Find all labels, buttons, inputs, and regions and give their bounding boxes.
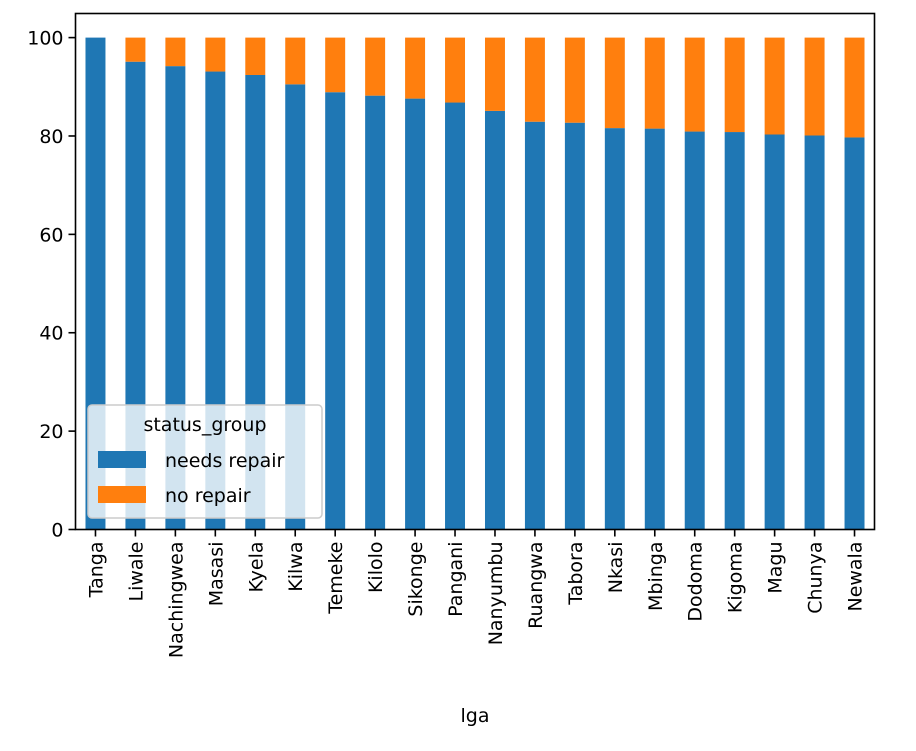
x-tick-label: Pangani [445, 542, 467, 617]
bar-needs-repair-nanyumbu [484, 110, 505, 530]
bar-no-repair-chunya [804, 37, 825, 136]
legend-label-no-repair: no repair [165, 485, 251, 507]
legend-title: status_group [143, 414, 266, 436]
bar-needs-repair-temeke [325, 92, 346, 530]
x-tick-label: Nachingwea [165, 542, 187, 659]
y-tick-label: 80 [39, 126, 63, 148]
x-tick-label: Chunya [805, 542, 827, 614]
bar-no-repair-masasi [205, 37, 226, 72]
y-axis: 0 20 40 60 80 100 [27, 28, 76, 542]
bar-no-repair-temeke [325, 37, 346, 93]
bar-needs-repair-chunya [804, 135, 825, 530]
legend-swatch-needs-repair [98, 451, 146, 468]
plot-frame [74, 12, 876, 531]
bar-no-repair-nanyumbu [484, 37, 505, 111]
bar-needs-repair-tabora [564, 122, 585, 530]
bar-no-repair-ruangwa [524, 37, 545, 122]
x-tick-label: Tanga [85, 542, 107, 599]
bar-no-repair-tabora [564, 37, 585, 123]
x-tick-label: Dodoma [685, 542, 707, 622]
bar-no-repair-sikonge [405, 37, 426, 99]
x-tick-label: Temeke [325, 542, 347, 615]
bar-no-repair-kigoma [724, 37, 745, 133]
x-tick-label: Nkasi [605, 542, 627, 594]
y-tick-label: 20 [39, 421, 63, 443]
bar-needs-repair-mbinga [644, 128, 665, 530]
y-tick-label: 60 [39, 224, 63, 246]
x-tick-label: Kilwa [285, 542, 307, 592]
x-tick-label: Masasi [205, 542, 227, 607]
bar-needs-repair-kilolo [365, 95, 386, 530]
bar-no-repair-kilwa [285, 37, 306, 85]
x-tick-label: Tabora [565, 542, 587, 606]
bar-needs-repair-magu [764, 134, 785, 530]
bar-no-repair-nachingwea [165, 37, 186, 67]
bar-needs-repair-nkasi [604, 128, 625, 530]
legend-swatch-no-repair [98, 486, 146, 503]
bar-no-repair-nkasi [604, 37, 625, 129]
y-tick-label: 0 [51, 520, 63, 542]
x-tick-label: Sikonge [405, 542, 427, 617]
x-tick-label: Magu [765, 542, 787, 594]
bar-no-repair-magu [764, 37, 785, 135]
x-tick-label: Ruangwa [525, 542, 547, 629]
x-axis-label: lga [461, 705, 490, 727]
bar-no-repair-dodoma [684, 37, 705, 132]
y-tick-label: 40 [39, 323, 63, 345]
bar-needs-repair-newala [844, 137, 865, 530]
x-axis: Tanga Liwale Nachingwea Masasi Kyela Kilwa Tem… [85, 529, 867, 659]
x-tick-label: Mbinga [645, 542, 667, 611]
bar-no-repair-mbinga [644, 37, 665, 129]
legend: status_group needs repair no repair [87, 404, 323, 519]
x-tick-label: Newala [845, 542, 867, 612]
bar-needs-repair-ruangwa [524, 121, 545, 530]
bar-no-repair-kyela [245, 37, 266, 75]
legend-box [87, 404, 323, 519]
bar-needs-repair-dodoma [684, 131, 705, 530]
x-tick-label: Kigoma [725, 542, 747, 614]
bar-no-repair-newala [844, 37, 865, 138]
y-tick-label: 100 [27, 28, 63, 50]
bar-no-repair-kilolo [365, 37, 386, 96]
bar-no-repair-pangani [445, 37, 466, 103]
bar-needs-repair-pangani [445, 102, 466, 530]
bars-layer [85, 37, 865, 530]
bar-needs-repair-kigoma [724, 132, 745, 530]
x-tick-label: Kilolo [365, 542, 387, 594]
x-tick-label: Nanyumbu [485, 542, 507, 646]
x-tick-label: Liwale [125, 542, 147, 602]
x-tick-label: Kyela [245, 542, 267, 593]
bar-needs-repair-sikonge [405, 98, 426, 530]
bar-no-repair-liwale [125, 37, 146, 62]
legend-label-needs-repair: needs repair [165, 450, 284, 472]
